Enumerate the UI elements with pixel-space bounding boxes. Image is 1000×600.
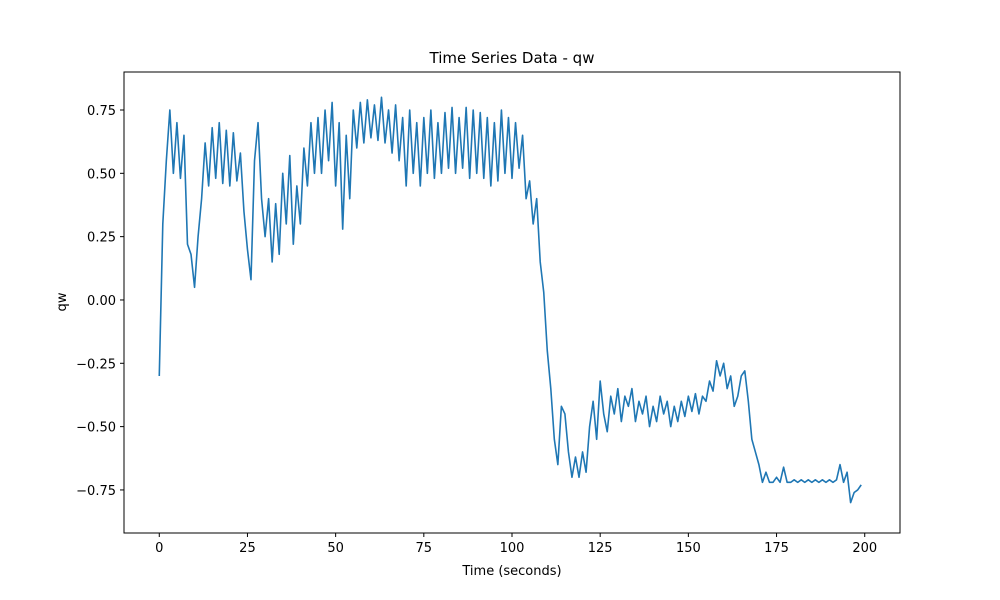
x-tick-label: 0 [155, 541, 163, 556]
x-tick-label: 25 [239, 541, 256, 556]
x-tick-label: 125 [588, 541, 613, 556]
chart-title: Time Series Data - qw [429, 49, 595, 67]
x-tick-label: 50 [327, 541, 344, 556]
y-axis-label: qw [55, 292, 70, 311]
plot-frame [123, 71, 901, 534]
y-tick-label: 0.75 [87, 104, 116, 119]
y-tick-label: −0.75 [76, 484, 116, 499]
x-axis-label: Time (seconds) [461, 564, 561, 579]
y-tick-label: 0.25 [87, 231, 116, 246]
x-tick-label: 175 [764, 541, 789, 556]
y-tick-label: 0.50 [87, 167, 116, 182]
x-tick-label: 200 [852, 541, 877, 556]
x-tick-label: 100 [500, 541, 525, 556]
y-tick-label: −0.50 [76, 421, 116, 436]
x-tick-label: 150 [676, 541, 701, 556]
y-tick-label: 0.00 [87, 294, 116, 309]
data-line [158, 96, 862, 504]
x-tick-label: 75 [416, 541, 433, 556]
y-tick-label: −0.25 [76, 357, 116, 372]
